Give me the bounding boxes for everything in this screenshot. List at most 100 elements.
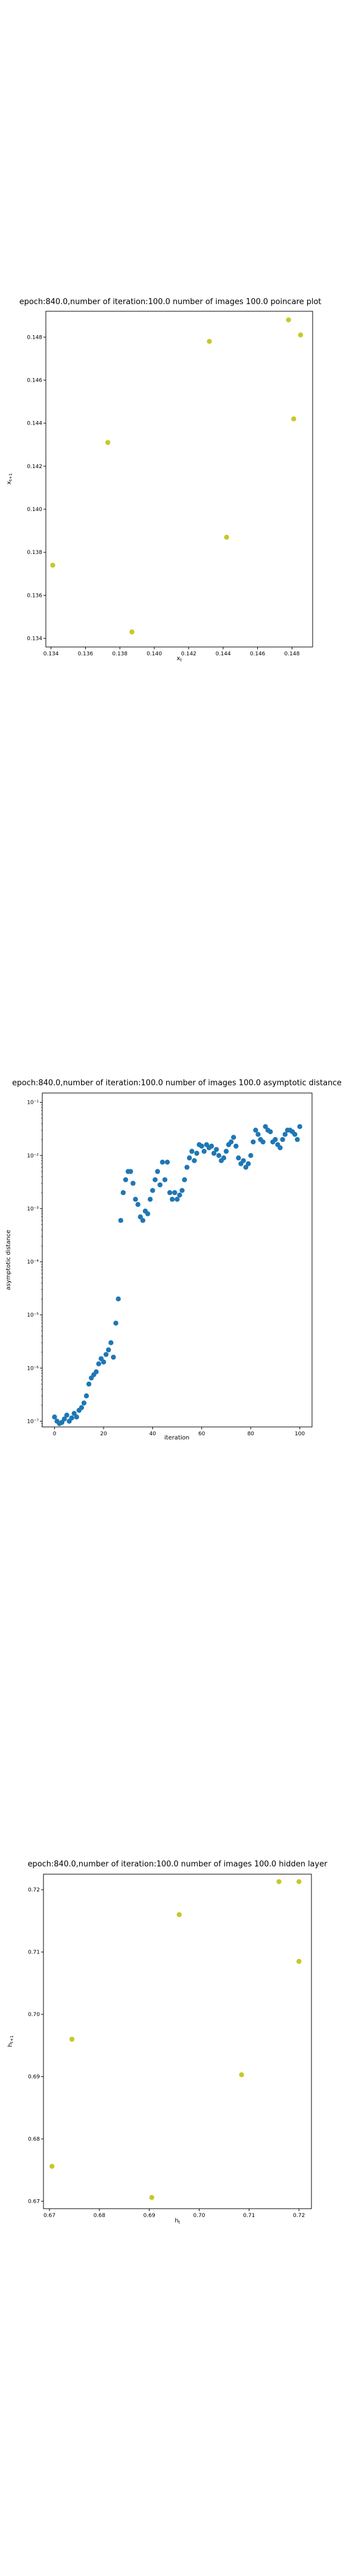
data-point (164, 1159, 170, 1165)
y-tick-label: 10⁻³ (27, 1206, 39, 1212)
x-ticks: 0.67 0.68 0.69 0.70 0.71 0.72 (43, 2209, 305, 2219)
data-point (192, 1158, 197, 1163)
x-tick-label: 60 (198, 1431, 205, 1437)
data-point (155, 1169, 160, 1174)
data-point (174, 1197, 180, 1202)
y-tick-label: 0.72 (28, 1887, 40, 1893)
data-point (162, 1177, 168, 1182)
data-point (145, 1211, 151, 1216)
data-point (50, 562, 55, 568)
x-tick-label: 0.140 (146, 651, 162, 657)
data-point (138, 1214, 143, 1219)
y-axis-label: asymptotic distance (5, 1230, 12, 1290)
data-point (69, 2036, 74, 2042)
x-tick-label: 20 (100, 1431, 107, 1437)
data-point (118, 1218, 123, 1223)
data-point (120, 1190, 126, 1196)
data-point (201, 1148, 207, 1154)
data-point (133, 1197, 138, 1202)
data-point (116, 1296, 121, 1302)
chart-title: epoch:840.0,number of iteration:100.0 nu… (12, 1079, 341, 1088)
data-point (83, 1393, 89, 1399)
y-tick-label: 0.67 (28, 2199, 40, 2205)
y-tick-label: 0.146 (27, 377, 42, 383)
data-point (298, 332, 303, 338)
y-tick-label: 10⁻⁵ (27, 1312, 39, 1318)
y-tick-label: 10⁻² (27, 1153, 39, 1159)
x-tick-label: 0.134 (43, 651, 59, 657)
data-point (211, 1150, 217, 1156)
data-point (148, 1197, 153, 1202)
data-point (248, 1153, 254, 1159)
data-point (280, 1137, 285, 1143)
data-point (260, 1139, 266, 1145)
data-point (223, 1148, 229, 1154)
data-point (130, 1181, 136, 1186)
y-tick-label: 10⁻⁶ (27, 1366, 39, 1371)
y-tick-label: 0.136 (27, 593, 42, 599)
data-point (236, 1155, 241, 1161)
y-axis-label: ht+1 (7, 2035, 14, 2046)
y-tick-label: 0.144 (27, 421, 42, 427)
data-point (286, 317, 291, 323)
x-tick-label: 40 (149, 1431, 157, 1437)
data-point (61, 1416, 67, 1422)
y-tick-label: 10⁻⁴ (27, 1259, 39, 1265)
x-tick-label: 0.68 (93, 2213, 105, 2219)
data-point (239, 2072, 244, 2077)
y-tick-label: 0.134 (27, 636, 42, 642)
data-point (245, 1161, 251, 1166)
data-point (160, 1159, 165, 1165)
data-point (282, 1132, 288, 1137)
x-tick-label: 100 (295, 1431, 305, 1437)
y-tick-label: 10⁻⁷ (27, 1419, 39, 1425)
data-point (86, 1381, 92, 1387)
x-tick-label: 0.142 (181, 651, 197, 657)
data-point (231, 1135, 236, 1140)
data-point (74, 1414, 79, 1420)
x-ticks: 0.134 0.136 0.138 0.140 0.142 0.144 0.146 0.148 (43, 647, 300, 657)
data-point (103, 1352, 109, 1357)
chart-title: epoch:840.0,number of iteration:100.0 nu… (27, 1860, 328, 1869)
data-point (228, 1139, 234, 1145)
x-tick-label: 0.144 (216, 651, 231, 657)
plot-frame (43, 1874, 312, 2209)
x-tick-label: 0.69 (144, 2213, 155, 2219)
data-point (49, 2163, 55, 2169)
x-axis-label: iteration (164, 1435, 189, 1441)
data-point (241, 1158, 246, 1163)
data-point (276, 1879, 282, 1884)
data-point (273, 1137, 278, 1143)
data-point (243, 1165, 249, 1170)
y-tick-label: 0.148 (27, 335, 42, 340)
x-tick-label: 0 (53, 1431, 57, 1437)
data-point (255, 1132, 261, 1137)
data-point (81, 1400, 87, 1406)
plot-frame (42, 1092, 313, 1428)
x-tick-label: 0.71 (243, 2213, 255, 2219)
plot-frame (45, 311, 313, 648)
y-tick-label: 0.142 (27, 464, 42, 470)
data-point (182, 1177, 188, 1182)
data-points (52, 1124, 303, 1426)
chart-title: epoch:840.0,number of iteration:100.0 nu… (19, 298, 321, 306)
data-point (277, 1145, 283, 1150)
data-point (113, 1320, 119, 1326)
x-tick-label: 0.72 (293, 2213, 305, 2219)
data-point (253, 1128, 258, 1133)
data-point (297, 1124, 303, 1129)
y-tick-label: 10⁻¹ (27, 1100, 39, 1106)
data-point (292, 1132, 298, 1137)
y-ticks: 10⁻⁷ 10⁻⁶ 10⁻⁵ 10⁻⁴ 10⁻³ 10⁻² 10⁻¹ (27, 1100, 42, 1427)
data-point (221, 1155, 226, 1161)
x-tick-label: 0.138 (112, 651, 127, 657)
data-point (184, 1165, 190, 1170)
x-tick-label: 0.148 (284, 651, 300, 657)
x-ticks: 0 20 40 60 80 100 (53, 1427, 305, 1437)
data-point (69, 1415, 74, 1421)
data-point (79, 1405, 85, 1410)
data-point (291, 416, 297, 422)
data-point (157, 1182, 163, 1188)
data-point (208, 1143, 214, 1149)
hidden-layer-chart: epoch:840.0,number of iteration:100.0 nu… (7, 1860, 328, 2224)
